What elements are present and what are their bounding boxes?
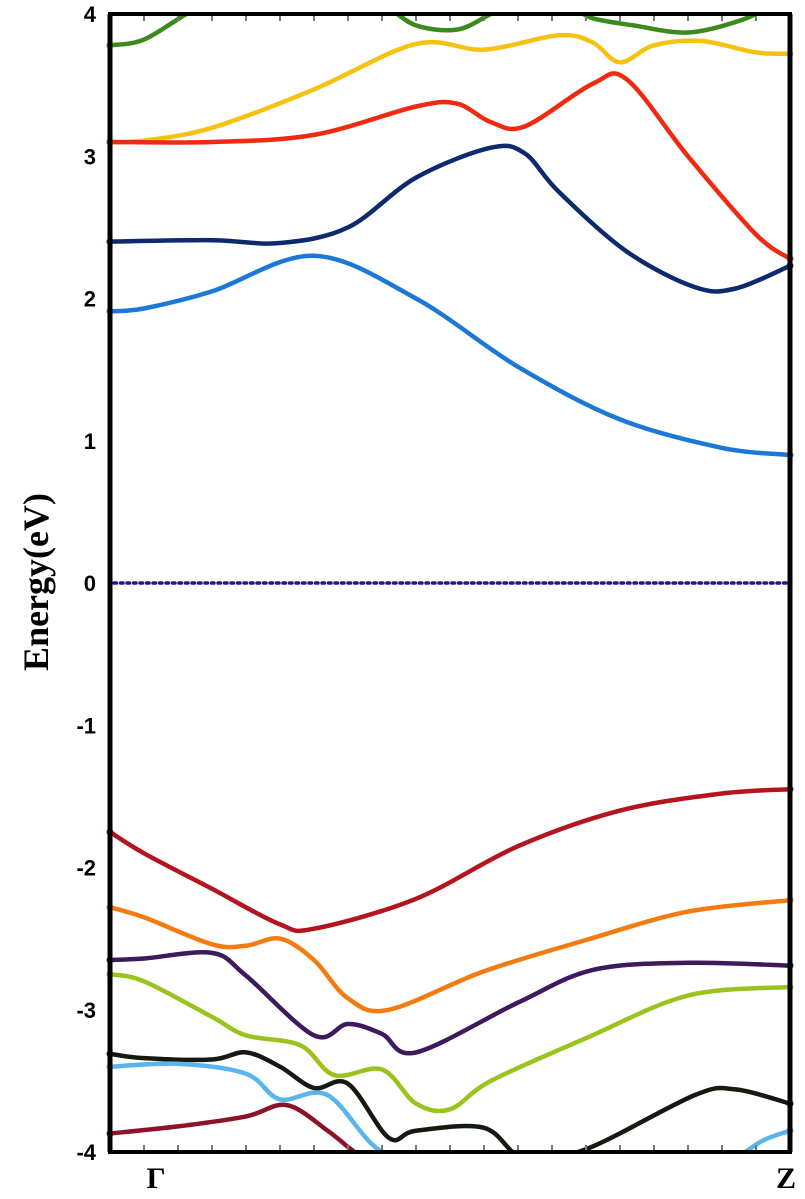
band-line xyxy=(110,897,790,1014)
y-tick-label: -2 xyxy=(76,856,96,881)
y-tick-label: 1 xyxy=(84,429,96,454)
band-line xyxy=(110,71,790,261)
band-line xyxy=(110,32,790,145)
band-line xyxy=(110,950,790,1056)
band-line xyxy=(110,787,790,934)
y-tick-label: -3 xyxy=(76,998,96,1023)
y-tick-label: -1 xyxy=(76,713,96,738)
band-line xyxy=(110,971,790,1114)
band-line xyxy=(110,1102,360,1152)
band-end-dots xyxy=(106,41,794,1138)
band-line xyxy=(110,1061,388,1152)
y-tick-label: 0 xyxy=(84,571,96,596)
band-line xyxy=(110,1050,790,1152)
y-axis-title: Energy(eV) xyxy=(16,493,56,671)
band-line xyxy=(110,253,790,458)
y-tick-label: -4 xyxy=(76,1140,96,1165)
x-tick-label: Z xyxy=(776,1162,796,1195)
band-line xyxy=(110,143,790,294)
band-line xyxy=(578,14,762,35)
x-tick-label: Γ xyxy=(146,1162,165,1195)
band-line xyxy=(741,1128,790,1152)
bands xyxy=(110,14,790,1152)
y-tick-labels: 4 3 2 1 0 -1 -2 -3 -4 xyxy=(76,2,96,1165)
y-tick-label: 3 xyxy=(84,144,96,169)
y-tick-label: 4 xyxy=(84,2,97,27)
band-line xyxy=(110,14,192,48)
y-tick-label: 2 xyxy=(84,287,96,312)
band-line xyxy=(393,14,496,33)
